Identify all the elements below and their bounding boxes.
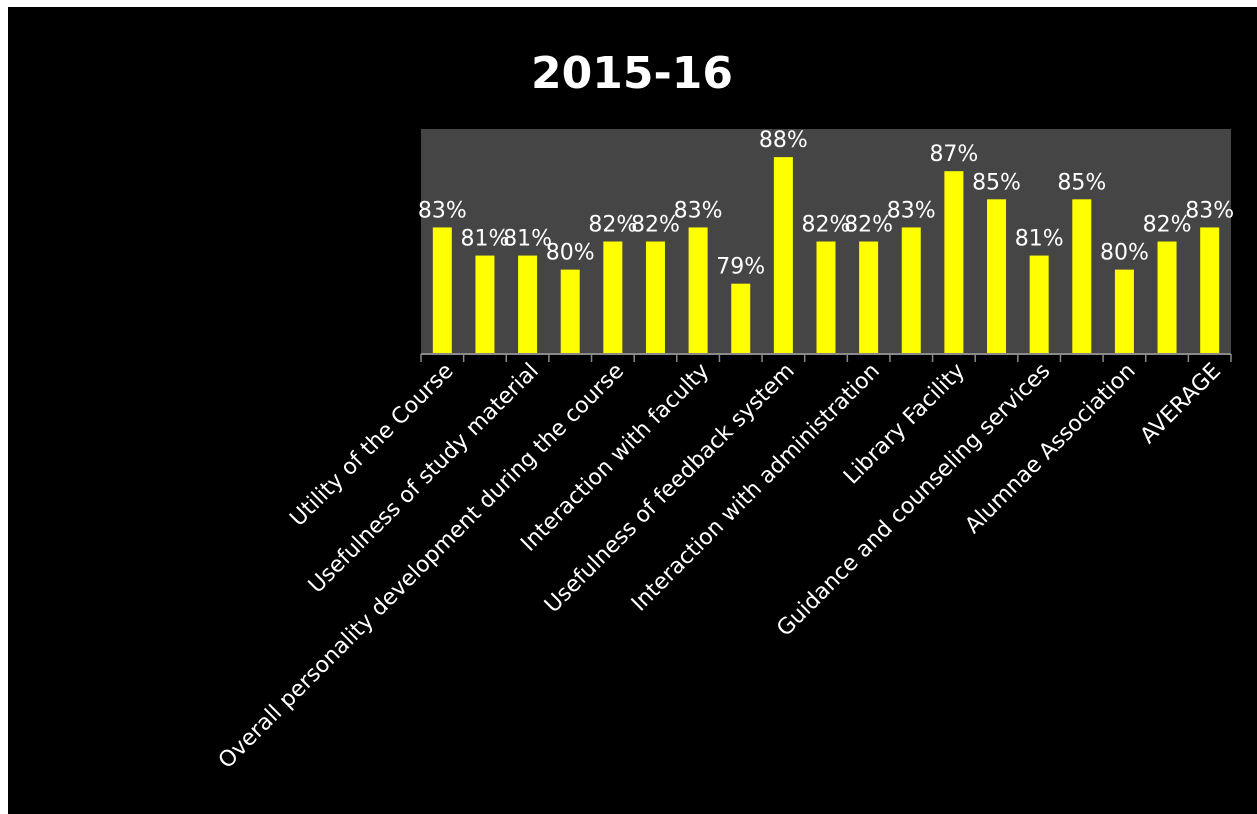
value-label: 83% xyxy=(887,198,936,223)
bar xyxy=(688,227,708,354)
bars-group xyxy=(432,157,1220,354)
value-label: 82% xyxy=(802,213,851,238)
category-label: Overall personality development during t… xyxy=(214,359,629,774)
value-label: 85% xyxy=(1057,170,1106,195)
value-label: 81% xyxy=(1015,227,1064,252)
bar xyxy=(518,255,538,354)
bar xyxy=(773,157,793,354)
category-label: Utility of the Course xyxy=(285,359,458,532)
bar xyxy=(1200,227,1220,354)
bar xyxy=(816,241,836,354)
value-labels-group: 83%81%81%80%82%82%83%79%88%82%82%83%87%8… xyxy=(418,128,1234,280)
bar xyxy=(1114,269,1134,354)
value-label: 79% xyxy=(716,255,765,280)
x-axis xyxy=(420,353,1232,362)
value-label: 80% xyxy=(1100,241,1149,266)
category-label: Alumnae Association xyxy=(961,359,1141,539)
bar xyxy=(645,241,665,354)
value-label: 82% xyxy=(1143,213,1192,238)
bar xyxy=(475,255,495,354)
bar xyxy=(1072,199,1092,354)
value-label: 81% xyxy=(503,227,552,252)
value-label: 83% xyxy=(1185,198,1234,223)
bar xyxy=(901,227,921,354)
bar xyxy=(859,241,879,354)
bar xyxy=(731,283,751,354)
value-label: 80% xyxy=(546,241,595,266)
value-label: 81% xyxy=(460,227,509,252)
chart-title: 2015-16 xyxy=(531,48,733,99)
category-label: AVERAGE xyxy=(1136,359,1226,449)
bar xyxy=(560,269,580,354)
bar xyxy=(987,199,1007,354)
value-label: 88% xyxy=(759,128,808,153)
bar xyxy=(432,227,452,354)
value-label: 82% xyxy=(631,213,680,238)
bar xyxy=(1157,241,1177,354)
value-label: 83% xyxy=(674,198,723,223)
value-label: 82% xyxy=(588,213,637,238)
bar xyxy=(1029,255,1049,354)
value-label: 85% xyxy=(972,170,1021,195)
bar xyxy=(603,241,623,354)
value-label: 87% xyxy=(929,142,978,167)
value-label: 83% xyxy=(418,198,467,223)
bar xyxy=(944,171,964,354)
value-label: 82% xyxy=(844,213,893,238)
